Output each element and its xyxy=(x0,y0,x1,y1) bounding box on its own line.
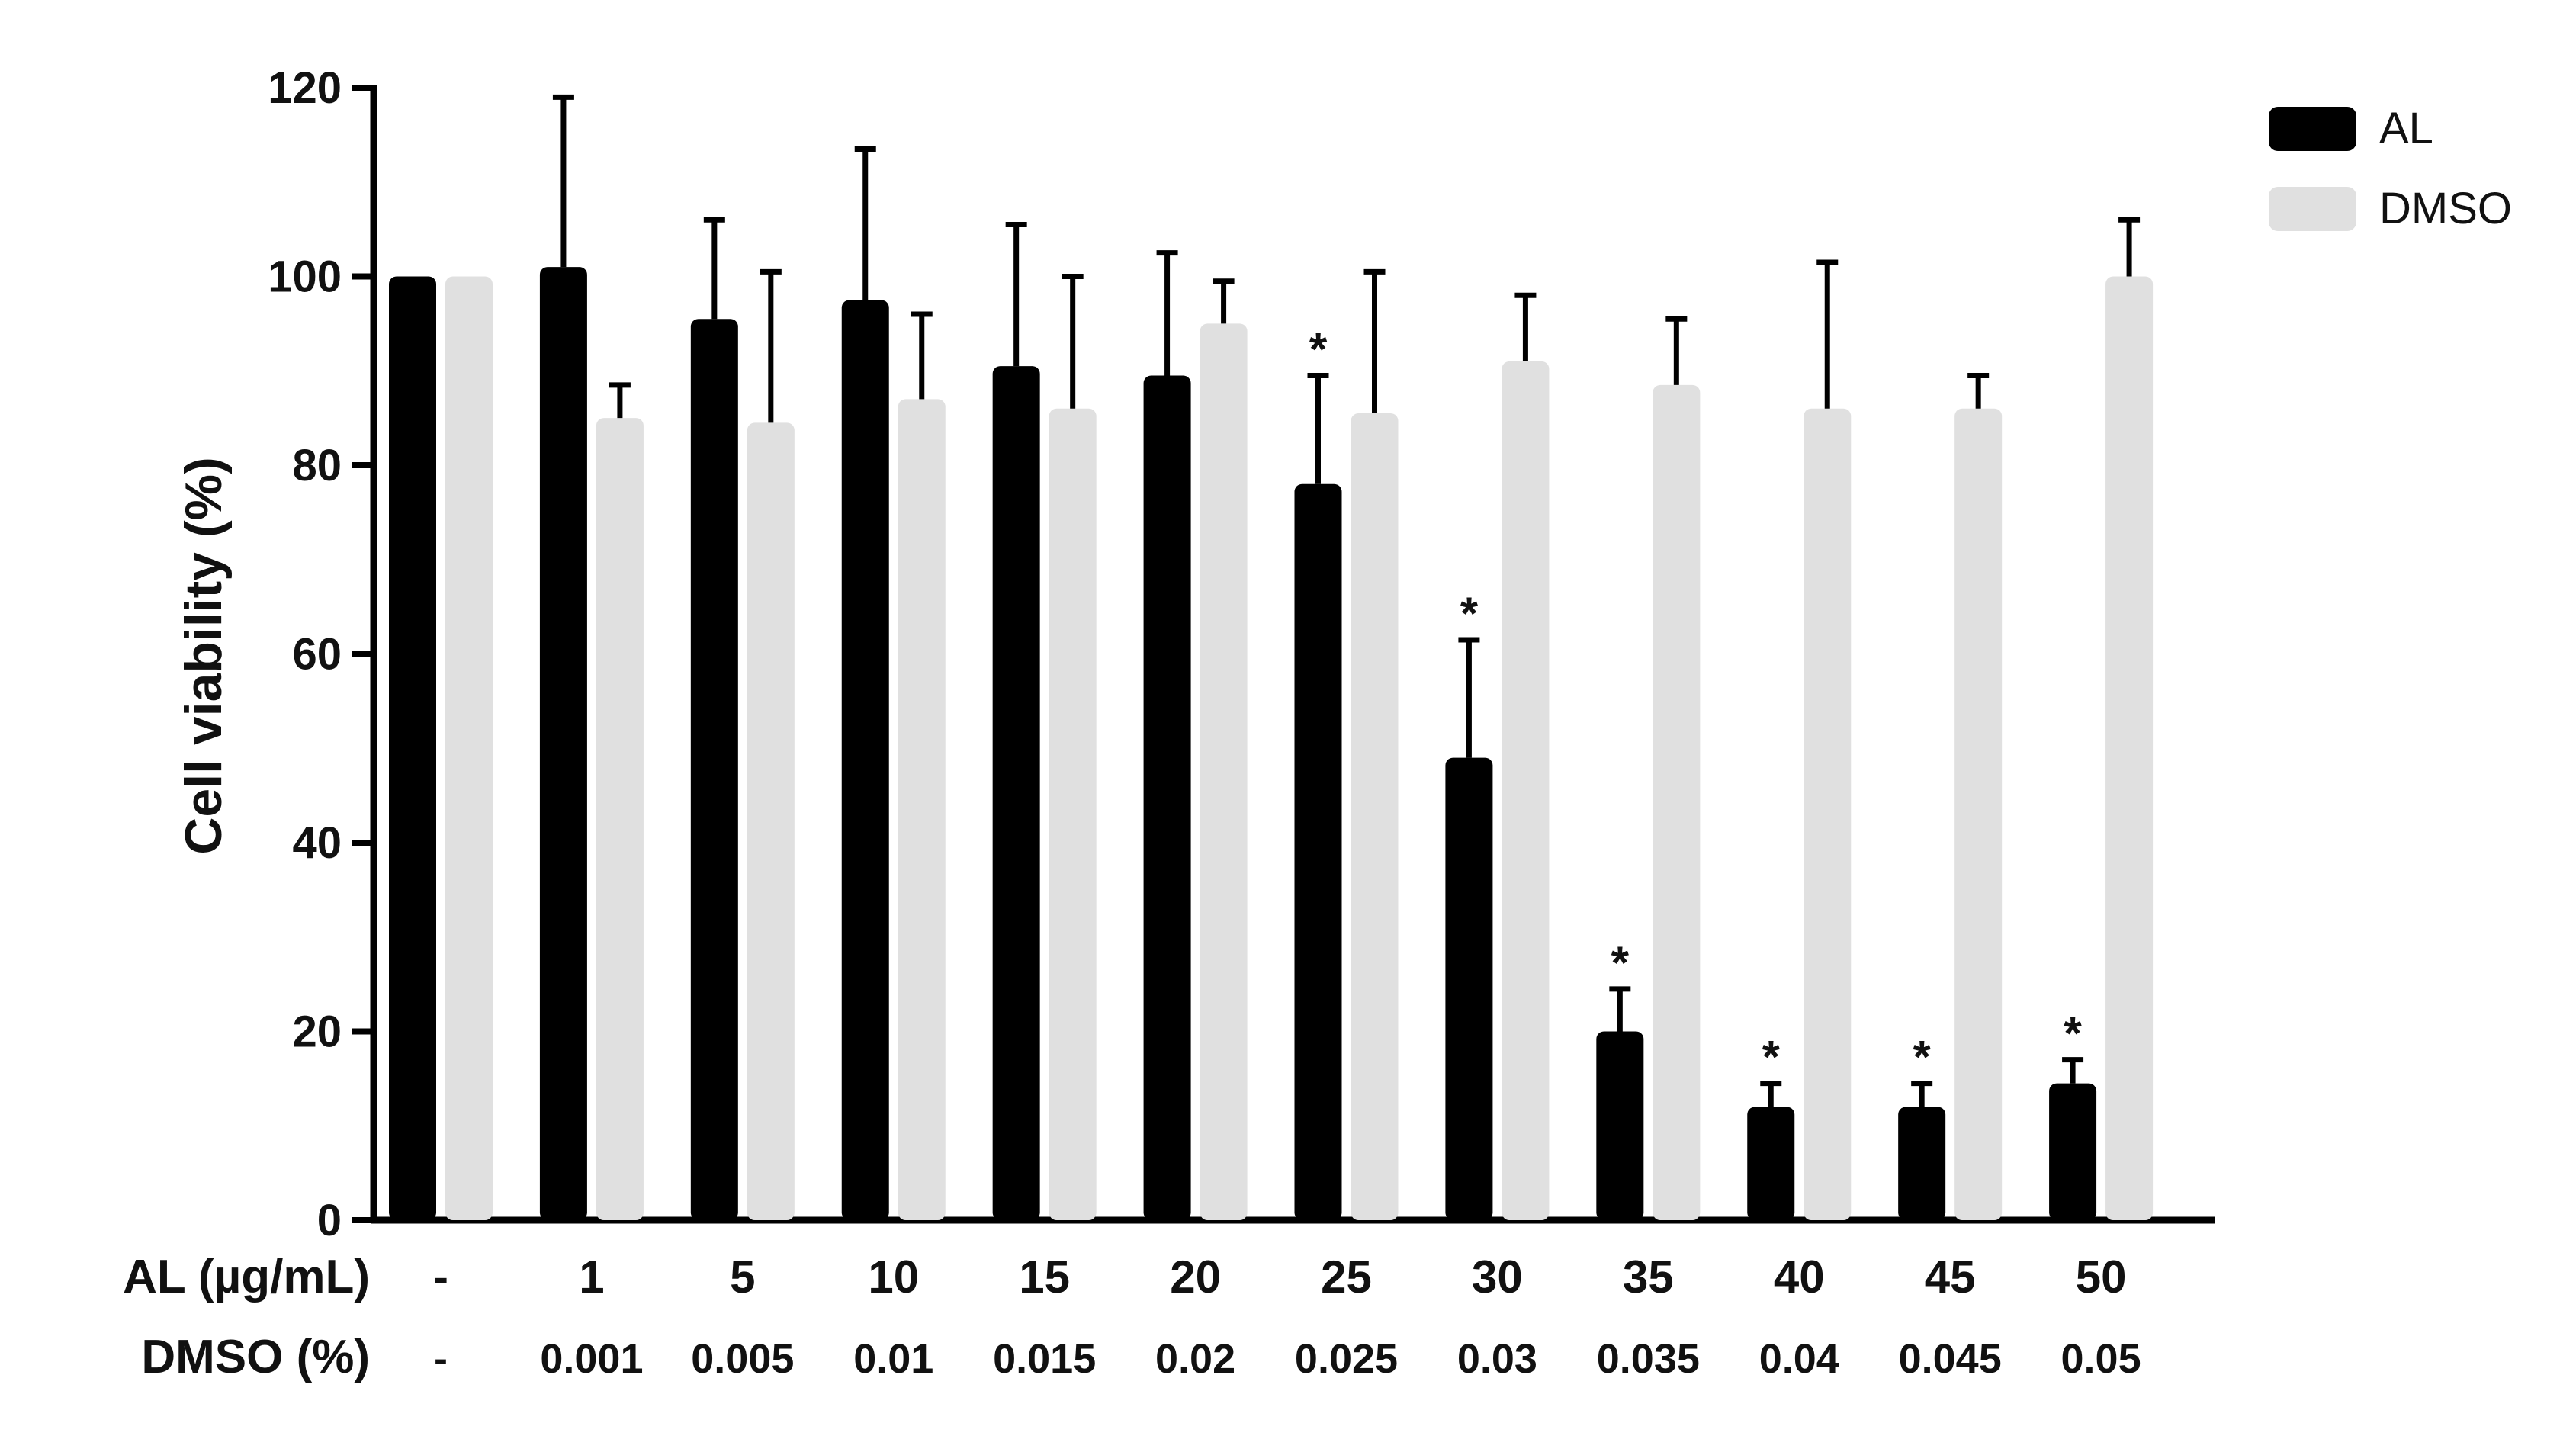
dmso-bar xyxy=(747,422,795,1220)
x-category-label-dmso: 0.001 xyxy=(540,1336,643,1382)
x-category-label-al: 15 xyxy=(1019,1251,1070,1303)
al-bar xyxy=(1747,1107,1795,1220)
al-bar xyxy=(2049,1083,2097,1220)
al-bar xyxy=(539,267,587,1220)
y-tick-label: 80 xyxy=(292,441,342,490)
dmso-bar xyxy=(1954,408,2003,1220)
error-bars xyxy=(552,94,2141,1107)
al-bar xyxy=(389,276,436,1220)
significance-star: * xyxy=(1309,323,1328,374)
legend-label-dmso: DMSO xyxy=(2379,184,2512,233)
x-category-label-al: 40 xyxy=(1774,1251,1825,1303)
y-tick-label: 20 xyxy=(292,1007,342,1057)
significance-star: * xyxy=(1611,937,1630,988)
x-category-label-al: 1 xyxy=(579,1251,604,1303)
x-category-label-al: 5 xyxy=(730,1251,755,1303)
x-category-label-al: 25 xyxy=(1321,1251,1372,1303)
al-bar xyxy=(1596,1031,1644,1220)
significance-markers: * * * * * * xyxy=(1309,323,2083,1082)
dmso-bar xyxy=(1049,408,1097,1220)
dmso-bar xyxy=(898,399,946,1220)
y-axis-label: Cell viability (%) xyxy=(175,457,233,854)
x-category-label-al: 35 xyxy=(1623,1251,1674,1303)
al-row-label: AL (µg/mL) xyxy=(123,1251,370,1303)
x-category-label-al: 20 xyxy=(1170,1251,1221,1303)
al-bar xyxy=(992,366,1040,1220)
x-category-label-al: 50 xyxy=(2076,1251,2127,1303)
x-category-label-dmso: 0.025 xyxy=(1295,1336,1398,1382)
al-bar xyxy=(1294,483,1342,1220)
al-bar xyxy=(1898,1107,1946,1220)
al-bar xyxy=(1445,757,1493,1220)
x-category-label-dmso: 0.015 xyxy=(993,1336,1096,1382)
dmso-bar xyxy=(1653,384,1701,1220)
al-bar xyxy=(690,319,738,1220)
x-category-label-dmso: 0.035 xyxy=(1597,1336,1700,1382)
x-category-label-dmso: 0.03 xyxy=(1457,1336,1537,1382)
dmso-bar xyxy=(1200,323,1248,1220)
significance-star: * xyxy=(1913,1032,1931,1083)
x-category-label-al: 10 xyxy=(868,1251,919,1303)
legend: AL DMSO xyxy=(2269,104,2512,233)
dmso-bar xyxy=(596,418,644,1220)
x-category-label-dmso: 0.005 xyxy=(691,1336,794,1382)
legend-swatch-al xyxy=(2269,107,2356,151)
legend-label-al: AL xyxy=(2379,104,2433,153)
y-tick-label: 0 xyxy=(317,1196,342,1245)
dmso-bar xyxy=(1502,361,1550,1220)
dmso-bar xyxy=(1351,413,1399,1220)
axis-labels: Cell viability (%) AL (µg/mL) DMSO (%) xyxy=(123,457,370,1383)
bars xyxy=(389,267,2154,1220)
al-bar xyxy=(841,300,889,1220)
dmso-bar xyxy=(2105,276,2154,1220)
x-category-label-al: 45 xyxy=(1925,1251,1976,1303)
y-tick-label: 100 xyxy=(268,252,342,302)
x-category-label-dmso: - xyxy=(434,1336,448,1382)
y-tick-label: 40 xyxy=(292,818,342,868)
x-category-label-dmso: 0.05 xyxy=(2061,1336,2141,1382)
y-tick-label: 60 xyxy=(292,630,342,679)
al-bar xyxy=(1143,375,1191,1220)
x-category-label-al: 30 xyxy=(1472,1251,1523,1303)
x-category-label-dmso: 0.045 xyxy=(1899,1336,2002,1382)
dmso-row-label: DMSO (%) xyxy=(141,1331,370,1383)
x-category-label-dmso: 0.04 xyxy=(1759,1336,1839,1382)
x-category-label-dmso: 0.02 xyxy=(1155,1336,1235,1382)
significance-star: * xyxy=(2064,1008,2082,1059)
x-category-label-dmso: 0.01 xyxy=(853,1336,933,1382)
legend-swatch-dmso xyxy=(2269,187,2356,231)
y-tick-label: 120 xyxy=(268,63,342,113)
dmso-bar xyxy=(1804,408,1852,1220)
x-category-label-al: - xyxy=(433,1251,448,1303)
significance-star: * xyxy=(1460,588,1479,639)
dmso-bar xyxy=(445,276,493,1220)
significance-star: * xyxy=(1762,1032,1781,1083)
